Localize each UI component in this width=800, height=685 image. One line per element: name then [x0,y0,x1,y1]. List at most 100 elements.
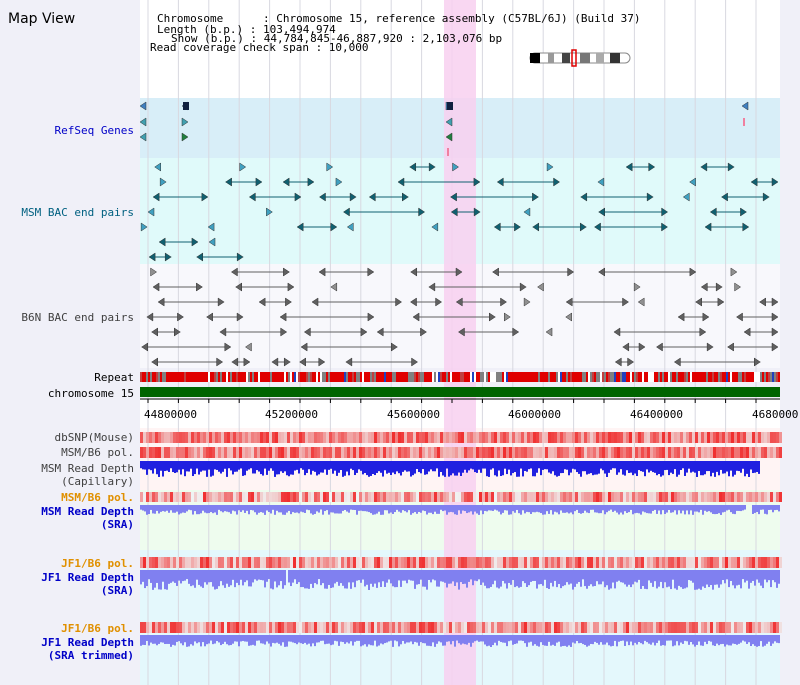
repeat-segment [424,372,426,382]
heat-cell [335,557,338,568]
depth-bar [562,505,564,513]
depth-bar [662,570,664,589]
depth-bar [766,635,768,644]
chromosome-ideogram[interactable] [529,49,631,67]
track-label-msm-b6-pol[interactable]: MSM/B6 pol. [61,446,134,459]
chromosome-bar[interactable] [140,387,780,397]
depth-bar [606,505,608,513]
depth-bar [408,635,410,643]
depth-bar [370,635,372,646]
heat-cell [755,432,758,443]
heat-cell [320,557,323,568]
heat-cell [413,432,416,443]
heat-cell [143,432,146,443]
depth-bar [322,635,324,641]
heat-cell [401,432,404,443]
depth-bar [392,461,394,473]
heat-cell [479,622,482,633]
heat-cell [398,432,401,443]
depth-bar [746,461,748,474]
depth-bar [288,635,290,642]
repeat-segment [160,372,162,382]
heat-cell [359,557,362,568]
depth-bar [530,570,532,582]
depth-bar [270,635,272,647]
depth-bar [288,505,290,511]
depth-bar [670,461,672,473]
track-label-b6n-bac[interactable]: B6N BAC end pairs [21,311,134,324]
heat-cell [626,492,629,502]
track-label-jf1-depth[interactable]: JF1 Read Depth [41,571,134,584]
depth-bar [498,505,500,512]
depth-bar [156,505,158,511]
depth-bar [762,505,764,510]
depth-bar [744,505,746,510]
depth-bar [320,635,322,641]
heat-cell [347,557,350,568]
depth-bar [548,635,550,642]
track-label-jf1-depth-trim[interactable]: JF1 Read Depth [41,636,134,649]
repeat-track[interactable] [140,372,780,382]
feature-arrow [445,132,453,142]
track-label-msm-b6-pol-sra[interactable]: MSM/B6 pol. [61,491,134,504]
depth-bar [148,635,150,646]
depth-bar [732,570,734,586]
heat-cell [278,432,281,443]
track-label-dbsnp[interactable]: dbSNP(Mouse) [55,431,134,444]
heat-cell [398,557,401,568]
depth-bar [180,505,182,514]
heat-cell [428,432,431,443]
track-label-repeat[interactable]: Repeat [94,371,134,384]
heat-cell [713,622,716,633]
repeat-segment [740,372,742,382]
depth-bar [456,570,458,583]
track-label-jf1-b6-pol[interactable]: JF1/B6 pol. [61,557,134,570]
heat-cell [149,432,152,443]
track-label-jf1-b6-pol-trim[interactable]: JF1/B6 pol. [61,622,134,635]
repeat-segment [296,372,298,382]
repeat-segment [770,372,772,382]
feature-arrow [504,312,511,322]
feature-arrow [532,192,539,202]
heat-cell [566,492,569,502]
heat-cell [524,622,527,633]
heat-cell [659,622,662,633]
repeat-segment [692,372,694,382]
track-label-msm-bac[interactable]: MSM BAC end pairs [21,206,134,219]
repeat-segment [328,372,330,382]
depth-bar [402,461,404,472]
depth-bar [366,570,368,585]
heat-cell [182,447,185,458]
track-label-refseq[interactable]: RefSeq Genes [55,124,134,137]
depth-bar [298,635,300,643]
repeat-segment [504,372,506,382]
depth-bar [700,461,702,476]
depth-bar [406,505,408,513]
depth-bar [226,635,228,645]
depth-bar [376,570,378,588]
depth-bar [528,635,530,643]
depth-bar [566,505,568,513]
depth-bar [762,570,764,589]
depth-bar [144,505,146,512]
heat-cell [497,492,500,502]
depth-bar [552,635,554,645]
depth-bar [428,461,430,472]
depth-bar [242,635,244,641]
depth-bar [272,461,274,471]
depth-bar [200,635,202,647]
track-label-msm-depth-cap[interactable]: MSM Read Depth [41,462,134,475]
depth-bar [354,461,356,476]
repeat-segment [492,372,494,382]
feature-arrow [206,312,213,322]
repeat-segment [232,372,234,382]
track-label-msm-depth-sra[interactable]: MSM Read Depth [41,505,134,518]
track-label-chromosome[interactable]: chromosome 15 [48,387,134,400]
heat-cell [224,447,227,458]
heat-cell [221,432,224,443]
depth-bar [462,570,464,585]
heat-cell [290,447,293,458]
depth-bar [256,570,258,581]
heat-cell [443,492,446,502]
depth-bar [316,505,318,512]
